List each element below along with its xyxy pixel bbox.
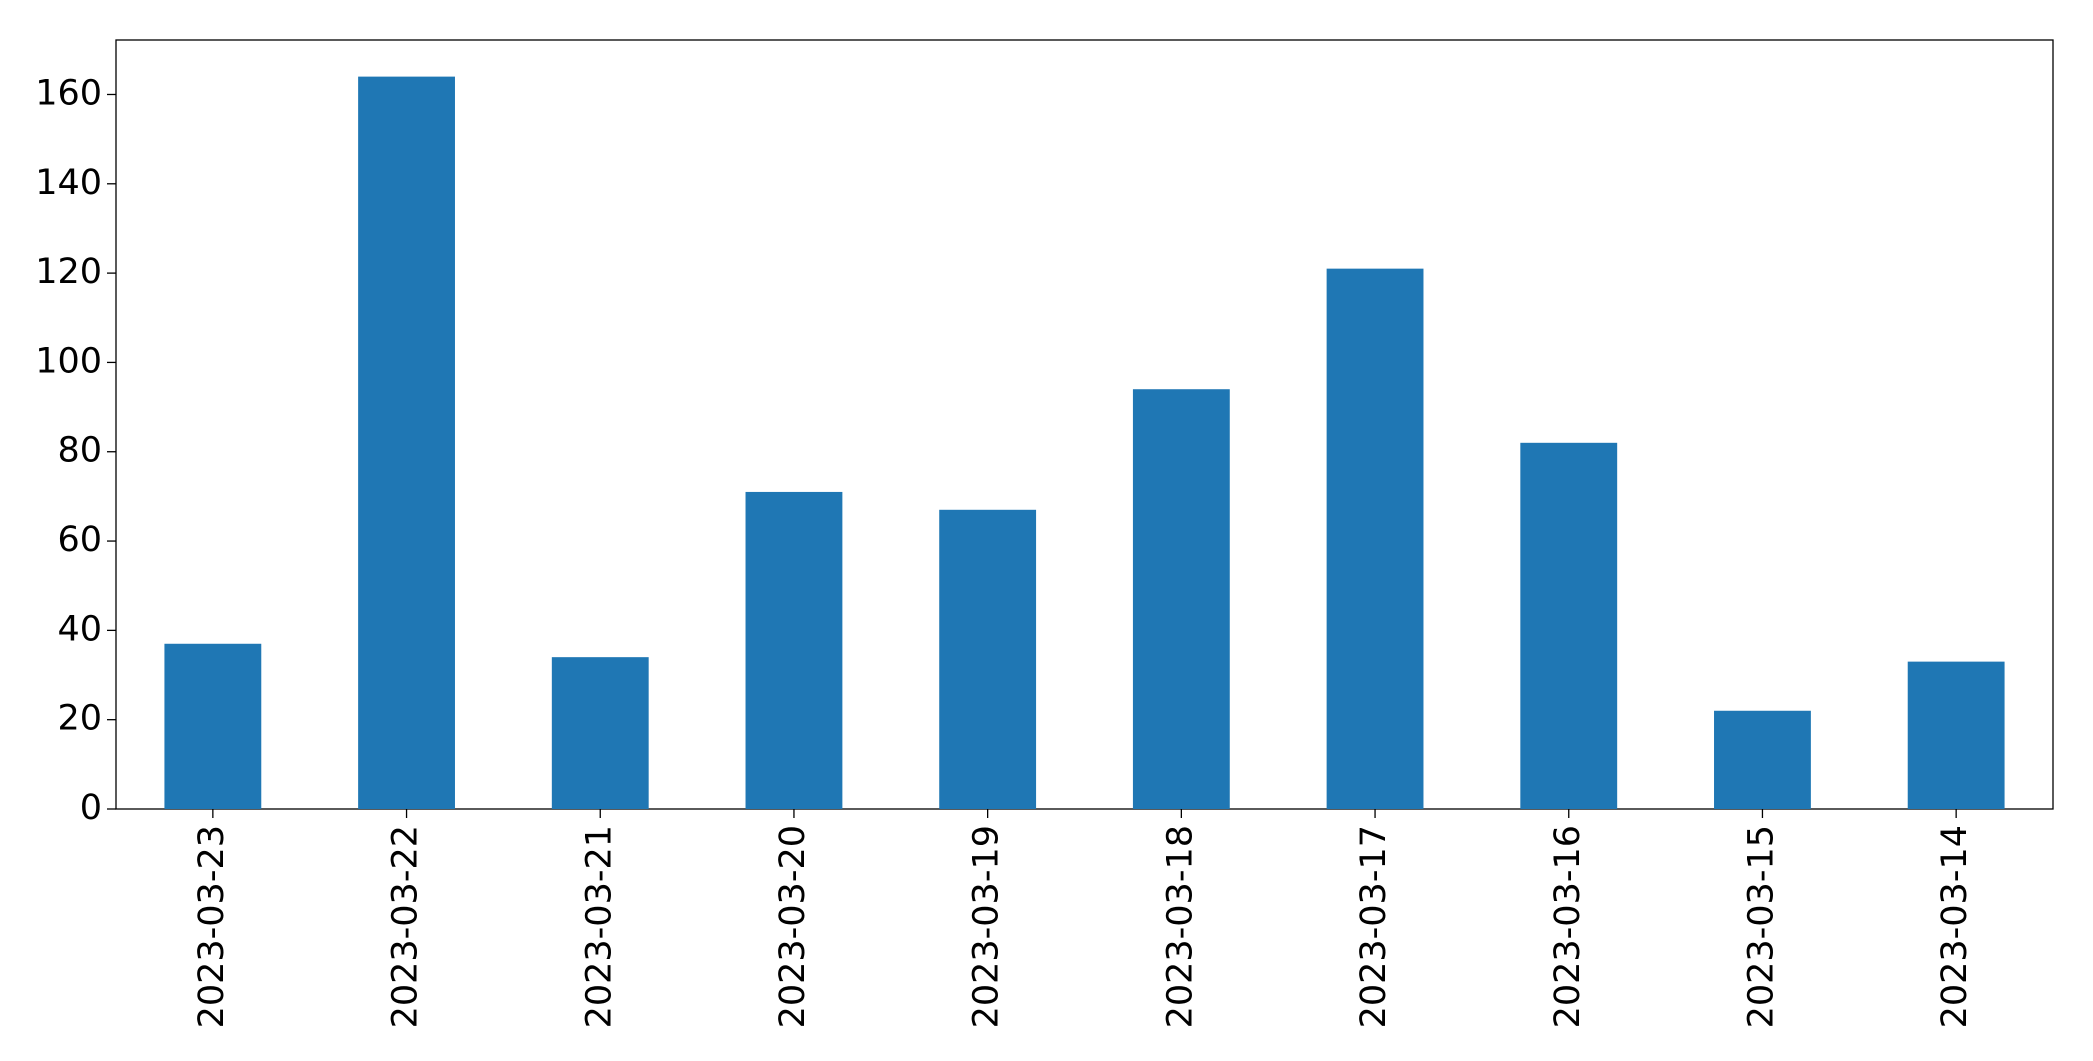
y-tick-label: 160 xyxy=(35,73,102,113)
bar xyxy=(1907,661,2005,809)
x-tick-label: 2023-03-23 xyxy=(192,825,232,1028)
bar xyxy=(358,76,455,810)
y-tick-label: 20 xyxy=(57,699,102,739)
y-tick-label: 120 xyxy=(35,252,102,292)
y-tick-label: 140 xyxy=(35,163,102,203)
bar xyxy=(745,491,843,809)
bar xyxy=(1714,710,1811,809)
x-tick-label: 2023-03-14 xyxy=(1935,825,1975,1028)
x-tick-label: 2023-03-15 xyxy=(1741,825,1781,1028)
bar xyxy=(551,657,649,809)
x-tick-label: 2023-03-21 xyxy=(579,825,619,1028)
y-tick-label: 80 xyxy=(57,431,102,471)
y-tick-label: 100 xyxy=(35,341,102,381)
y-tick-label: 60 xyxy=(57,520,102,560)
bar xyxy=(1326,268,1424,809)
bar xyxy=(939,509,1037,809)
x-tick-label: 2023-03-19 xyxy=(967,825,1007,1028)
x-tick-label: 2023-03-18 xyxy=(1160,825,1200,1028)
x-tick-label: 2023-03-20 xyxy=(773,825,813,1028)
bar xyxy=(164,643,262,809)
y-tick-label: 40 xyxy=(57,609,102,649)
bar xyxy=(1132,389,1230,809)
x-tick-label: 2023-03-16 xyxy=(1548,825,1588,1028)
x-tick-label: 2023-03-22 xyxy=(386,825,426,1028)
x-tick-label: 2023-03-17 xyxy=(1354,825,1394,1028)
y-tick-label: 0 xyxy=(80,788,102,828)
plot-frame xyxy=(115,39,2054,810)
bar xyxy=(1520,442,1618,809)
